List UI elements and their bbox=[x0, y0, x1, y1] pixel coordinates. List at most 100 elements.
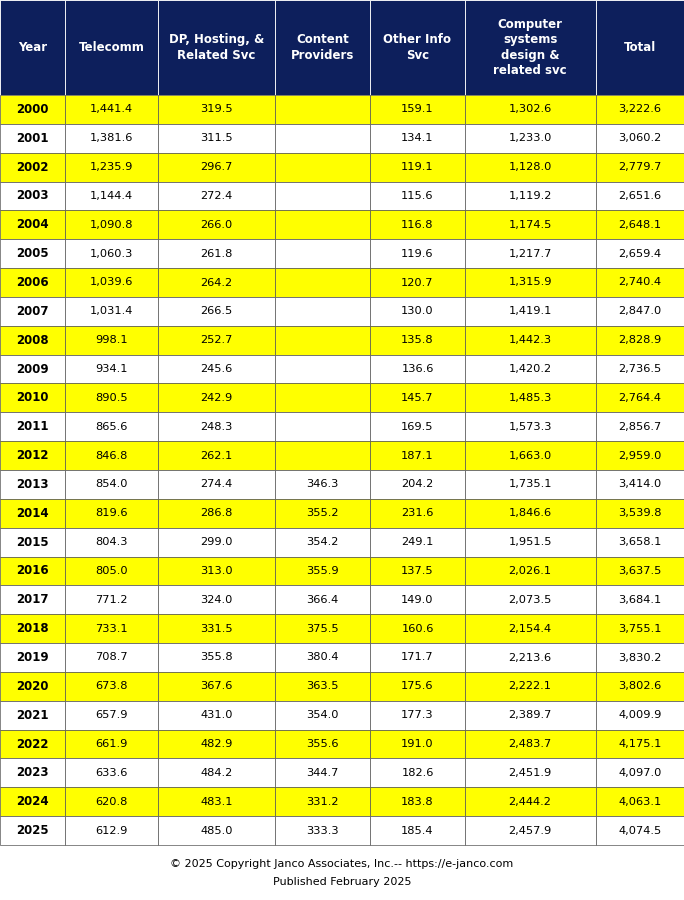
Bar bbox=[158, 268, 275, 297]
Bar bbox=[596, 499, 684, 527]
Bar bbox=[0, 326, 65, 355]
Bar bbox=[65, 614, 158, 644]
Bar bbox=[0, 383, 65, 412]
Text: 355.6: 355.6 bbox=[306, 739, 339, 749]
Bar bbox=[65, 124, 158, 153]
Text: 484.2: 484.2 bbox=[200, 768, 233, 778]
Text: 2024: 2024 bbox=[16, 796, 49, 808]
Bar bbox=[596, 759, 684, 788]
Bar bbox=[65, 527, 158, 556]
Bar bbox=[275, 412, 370, 441]
Bar bbox=[464, 441, 596, 470]
Bar bbox=[596, 614, 684, 644]
Text: 346.3: 346.3 bbox=[306, 480, 339, 490]
Bar bbox=[596, 153, 684, 182]
Text: 2,389.7: 2,389.7 bbox=[508, 710, 552, 720]
Bar bbox=[596, 730, 684, 759]
Bar bbox=[0, 644, 65, 672]
Bar bbox=[0, 441, 65, 470]
Bar bbox=[0, 182, 65, 211]
Text: 1,235.9: 1,235.9 bbox=[90, 162, 133, 172]
Text: 3,684.1: 3,684.1 bbox=[618, 595, 661, 605]
Bar bbox=[65, 788, 158, 816]
Text: 2022: 2022 bbox=[16, 737, 49, 751]
Bar bbox=[275, 701, 370, 730]
Bar bbox=[65, 759, 158, 788]
Bar bbox=[370, 355, 464, 383]
Text: 2002: 2002 bbox=[16, 160, 49, 174]
Bar bbox=[464, 412, 596, 441]
Text: 1,302.6: 1,302.6 bbox=[508, 104, 552, 114]
Bar bbox=[0, 412, 65, 441]
Bar bbox=[0, 672, 65, 701]
Text: 2,483.7: 2,483.7 bbox=[508, 739, 552, 749]
Bar bbox=[596, 556, 684, 585]
Bar bbox=[158, 124, 275, 153]
Text: 252.7: 252.7 bbox=[200, 335, 233, 346]
Bar bbox=[275, 585, 370, 614]
Text: 1,039.6: 1,039.6 bbox=[90, 277, 133, 287]
Text: 865.6: 865.6 bbox=[95, 422, 128, 432]
Bar bbox=[370, 614, 464, 644]
Text: 3,539.8: 3,539.8 bbox=[618, 508, 661, 518]
Bar bbox=[464, 470, 596, 499]
Bar bbox=[0, 268, 65, 297]
Text: 1,441.4: 1,441.4 bbox=[90, 104, 133, 114]
Text: 2,073.5: 2,073.5 bbox=[508, 595, 552, 605]
Bar bbox=[275, 153, 370, 182]
Text: 135.8: 135.8 bbox=[401, 335, 434, 346]
Bar bbox=[464, 730, 596, 759]
Text: 299.0: 299.0 bbox=[200, 537, 233, 547]
Bar bbox=[65, 470, 158, 499]
Text: DP, Hosting, &
Related Svc: DP, Hosting, & Related Svc bbox=[169, 33, 264, 62]
Bar bbox=[464, 239, 596, 268]
Text: 4,097.0: 4,097.0 bbox=[618, 768, 661, 778]
Bar bbox=[275, 239, 370, 268]
Text: 274.4: 274.4 bbox=[200, 480, 233, 490]
Text: 4,074.5: 4,074.5 bbox=[618, 825, 661, 835]
Bar bbox=[370, 499, 464, 527]
Bar bbox=[0, 527, 65, 556]
Bar bbox=[596, 326, 684, 355]
Text: 2019: 2019 bbox=[16, 651, 49, 664]
Bar bbox=[370, 211, 464, 239]
Bar bbox=[596, 239, 684, 268]
Bar bbox=[370, 759, 464, 788]
Bar bbox=[275, 556, 370, 585]
Text: 2020: 2020 bbox=[16, 680, 49, 693]
Text: 846.8: 846.8 bbox=[95, 451, 128, 461]
Text: 1,381.6: 1,381.6 bbox=[90, 133, 133, 143]
Text: 612.9: 612.9 bbox=[95, 825, 128, 835]
Text: 2011: 2011 bbox=[16, 420, 49, 433]
Text: 266.5: 266.5 bbox=[200, 306, 233, 316]
Bar bbox=[464, 556, 596, 585]
Bar bbox=[158, 239, 275, 268]
Text: 119.1: 119.1 bbox=[401, 162, 434, 172]
Bar bbox=[65, 556, 158, 585]
Text: Content
Providers: Content Providers bbox=[291, 33, 354, 62]
Bar bbox=[65, 153, 158, 182]
Text: 1,233.0: 1,233.0 bbox=[508, 133, 552, 143]
Text: 3,060.2: 3,060.2 bbox=[618, 133, 661, 143]
Bar bbox=[275, 730, 370, 759]
Text: 1,442.3: 1,442.3 bbox=[509, 335, 552, 346]
Text: 483.1: 483.1 bbox=[200, 796, 233, 806]
Text: 177.3: 177.3 bbox=[401, 710, 434, 720]
Text: 2006: 2006 bbox=[16, 276, 49, 289]
Text: 2,222.1: 2,222.1 bbox=[509, 681, 551, 691]
Bar bbox=[370, 124, 464, 153]
Bar bbox=[0, 759, 65, 788]
Bar bbox=[464, 614, 596, 644]
Text: 248.3: 248.3 bbox=[200, 422, 233, 432]
Bar bbox=[370, 383, 464, 412]
Bar bbox=[596, 383, 684, 412]
Bar bbox=[275, 182, 370, 211]
Bar bbox=[0, 0, 65, 95]
Bar bbox=[370, 788, 464, 816]
Text: 2,154.4: 2,154.4 bbox=[509, 624, 552, 634]
Text: 171.7: 171.7 bbox=[401, 652, 434, 662]
Bar bbox=[596, 644, 684, 672]
Text: 633.6: 633.6 bbox=[95, 768, 128, 778]
Text: 3,755.1: 3,755.1 bbox=[618, 624, 661, 634]
Bar bbox=[0, 701, 65, 730]
